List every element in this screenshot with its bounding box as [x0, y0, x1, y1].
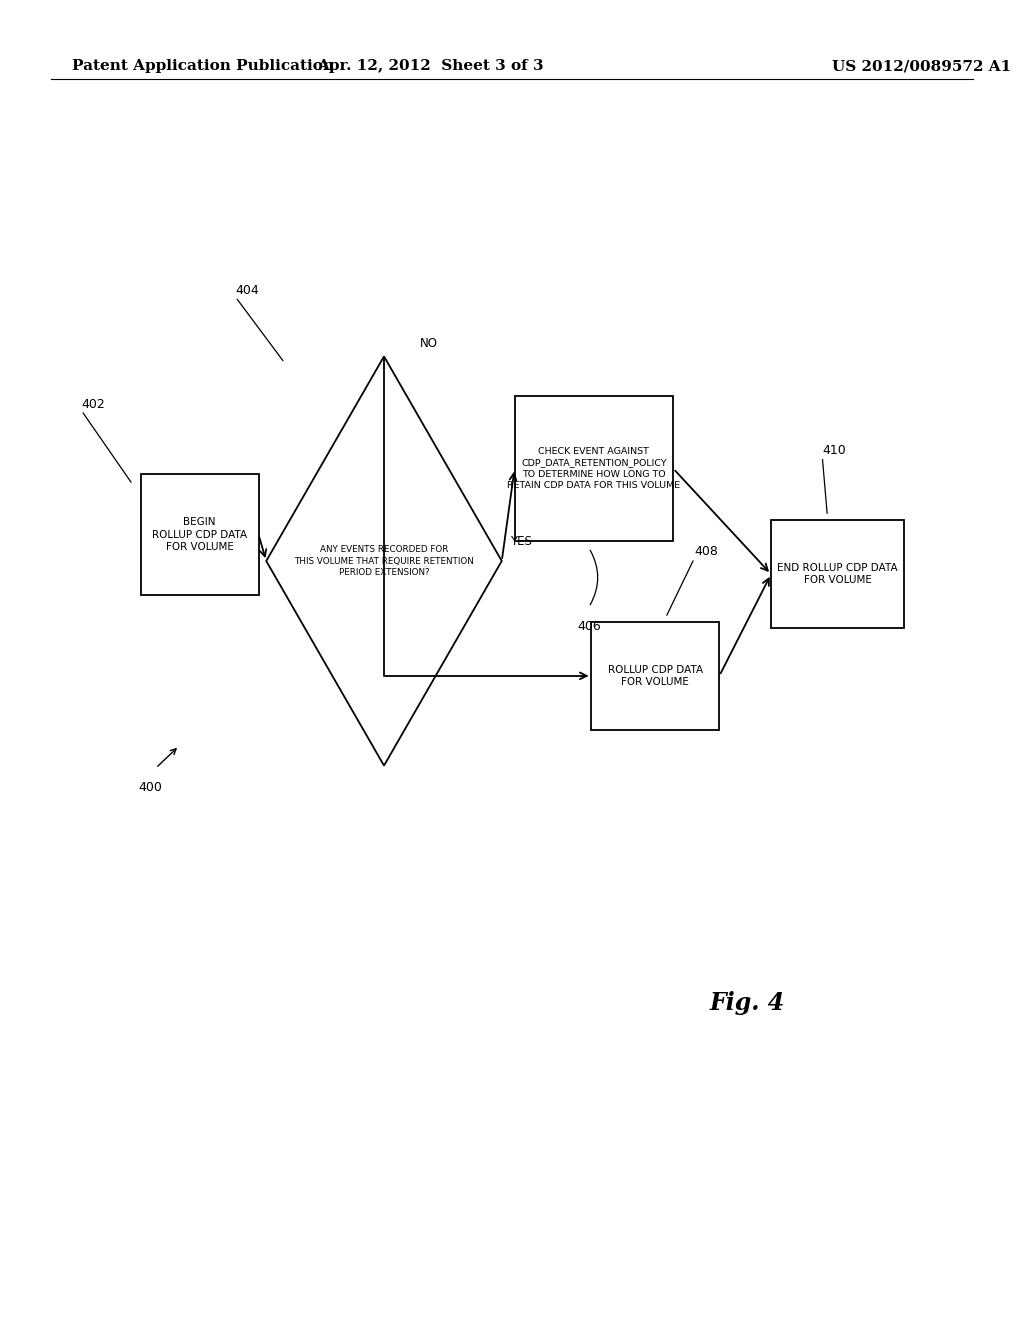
FancyBboxPatch shape [771, 520, 904, 628]
Text: Patent Application Publication: Patent Application Publication [72, 59, 334, 74]
Text: US 2012/0089572 A1: US 2012/0089572 A1 [831, 59, 1012, 74]
Text: Apr. 12, 2012  Sheet 3 of 3: Apr. 12, 2012 Sheet 3 of 3 [316, 59, 544, 74]
FancyBboxPatch shape [514, 396, 674, 541]
Text: CHECK EVENT AGAINST
CDP_DATA_RETENTION_POLICY
TO DETERMINE HOW LONG TO
RETAIN CD: CHECK EVENT AGAINST CDP_DATA_RETENTION_P… [507, 447, 681, 490]
Polygon shape [266, 356, 502, 766]
FancyBboxPatch shape [592, 622, 719, 730]
FancyBboxPatch shape [141, 474, 258, 595]
Text: YES: YES [510, 535, 531, 548]
Text: 406: 406 [577, 620, 601, 634]
Text: 410: 410 [822, 444, 846, 457]
Text: END ROLLUP CDP DATA
FOR VOLUME: END ROLLUP CDP DATA FOR VOLUME [777, 564, 898, 585]
Text: NO: NO [420, 337, 438, 350]
Text: BEGIN
ROLLUP CDP DATA
FOR VOLUME: BEGIN ROLLUP CDP DATA FOR VOLUME [153, 517, 247, 552]
Text: ANY EVENTS RECORDED FOR
THIS VOLUME THAT REQUIRE RETENTION
PERIOD EXTENSION?: ANY EVENTS RECORDED FOR THIS VOLUME THAT… [294, 545, 474, 577]
Text: 400: 400 [138, 781, 163, 795]
Text: 408: 408 [694, 545, 718, 558]
Text: 404: 404 [236, 284, 259, 297]
Text: ROLLUP CDP DATA
FOR VOLUME: ROLLUP CDP DATA FOR VOLUME [608, 665, 702, 686]
Text: Fig. 4: Fig. 4 [710, 991, 785, 1015]
Text: 402: 402 [82, 397, 105, 411]
